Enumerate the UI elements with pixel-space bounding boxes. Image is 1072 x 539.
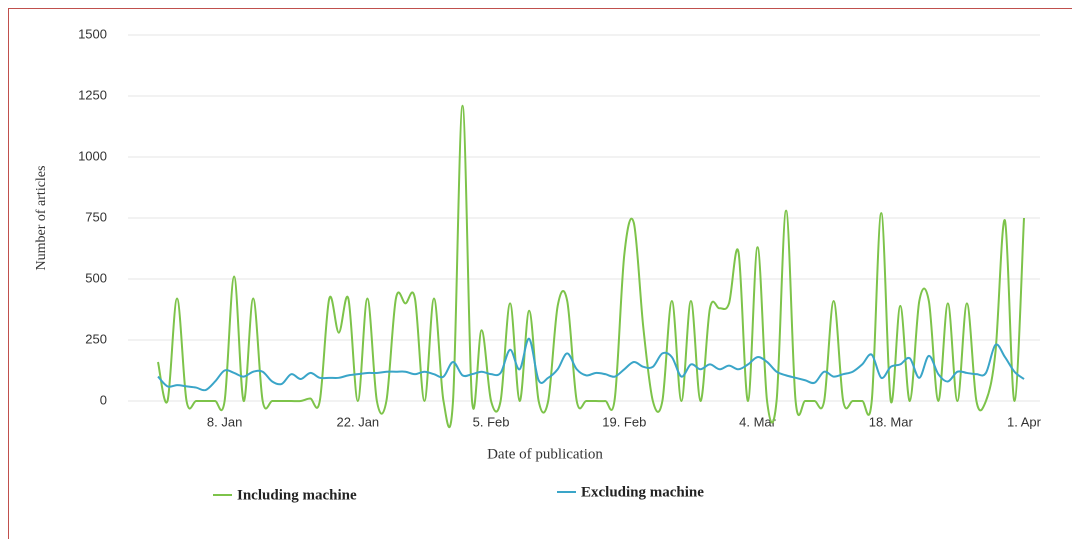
y-tick-label: 1500 [78,26,107,41]
legend-label: Including machine [237,487,357,503]
x-tick-label: 4. Mar [739,414,777,429]
legend-label: Excluding machine [581,484,704,500]
y-tick-label: 0 [100,392,107,407]
y-axis-title: Number of articles [34,166,49,271]
y-tick-label: 1000 [78,148,107,163]
x-axis-title: Date of publication [487,446,603,462]
x-tick-label: 22. Jan [337,414,380,429]
x-tick-label: 1. Apr [1007,414,1042,429]
y-tick-label: 250 [85,331,107,346]
line-series [157,337,1025,392]
y-tick-label: 500 [85,270,107,285]
x-tick-label: 8. Jan [207,414,242,429]
frame [8,8,1072,539]
x-tick-label: 19. Feb [602,414,646,429]
line-series [157,104,1025,429]
x-tick-label: 5. Feb [473,414,510,429]
x-tick-label: 18. Mar [869,414,914,429]
y-tick-label: 1250 [78,87,107,102]
y-tick-label: 750 [85,209,107,224]
